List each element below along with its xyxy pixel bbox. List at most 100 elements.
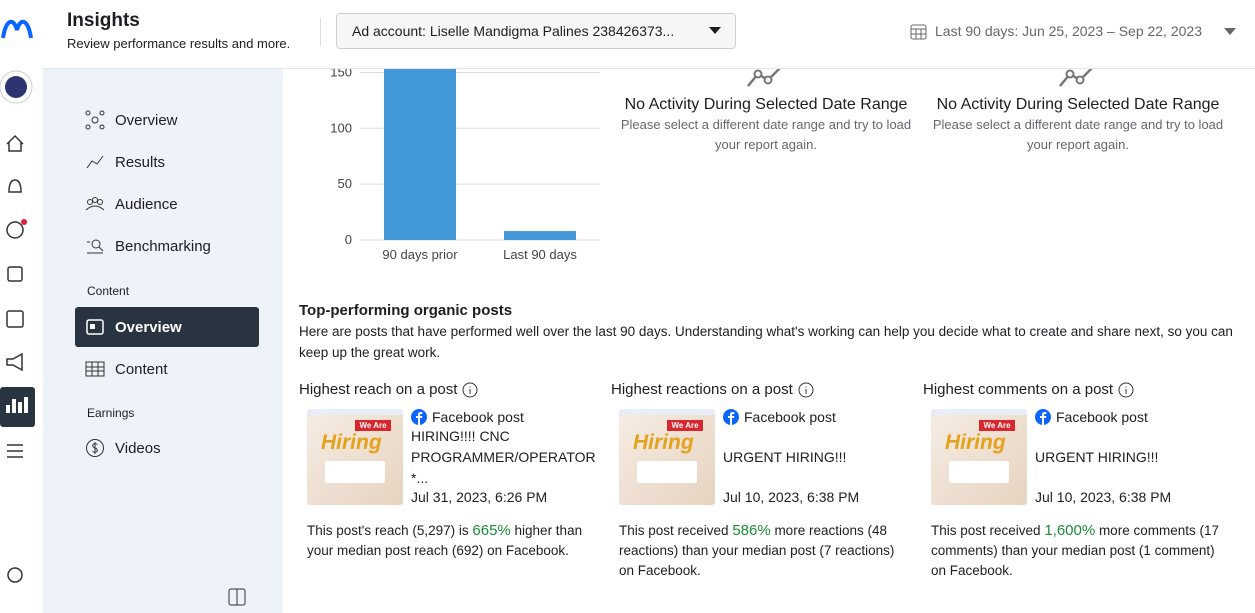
- post-type-label: Facebook post: [1056, 409, 1148, 425]
- date-range[interactable]: Last 90 days: Jun 25, 2023 – Sep 22, 202…: [935, 23, 1202, 39]
- no-activity-message: Please select a different date range and…: [932, 117, 1224, 152]
- thumb-bar: [931, 409, 1027, 415]
- post-thumbnail[interactable]: We Are Hiring: [931, 409, 1027, 505]
- nav-label: Overview: [115, 111, 178, 129]
- divider: [320, 18, 321, 46]
- nav-icon: [85, 110, 105, 130]
- page-subtitle: Review performance results and more.: [67, 36, 291, 51]
- y-tick-label: 50: [338, 176, 352, 191]
- summary-highlight: 665%: [472, 522, 511, 539]
- summary-highlight: 586%: [732, 522, 771, 539]
- summary-text: higher than your median post reach (692)…: [307, 523, 583, 558]
- summary-text: This post received: [931, 523, 1045, 538]
- card-heading-text: Highest comments on a post: [923, 381, 1114, 398]
- thumb-title: Hiring: [321, 431, 382, 454]
- bar: [384, 68, 456, 240]
- card-heading-text: Highest reactions on a post: [611, 381, 793, 398]
- post-type: Facebook post: [411, 409, 601, 425]
- nav-item[interactable]: Results: [75, 142, 259, 182]
- thumb-badge: We Are: [979, 420, 1015, 431]
- summary-text: This post received: [619, 523, 733, 538]
- nav-label: Overview: [115, 318, 182, 336]
- ad-account-label: Ad account: Liselle Mandigma Palines 238…: [352, 23, 675, 39]
- post-date: Jul 31, 2023, 6:26 PM: [411, 489, 548, 505]
- section-label: Content: [87, 284, 130, 298]
- thumb-title: Hiring: [945, 431, 1006, 454]
- nav-label: Results: [115, 153, 166, 171]
- thumb-box: [325, 461, 385, 483]
- info-icon[interactable]: [462, 382, 478, 398]
- nav-item[interactable]: Videos: [75, 428, 259, 468]
- avatar-fill: [5, 76, 27, 98]
- facebook-icon: [723, 409, 739, 425]
- sidebar: Overview Results Audience Benchmarking C…: [43, 68, 283, 613]
- info-icon[interactable]: [798, 382, 814, 398]
- nav-icon: [85, 197, 105, 211]
- section-label: Earnings: [87, 406, 135, 420]
- caret[interactable]: [1224, 28, 1236, 36]
- thumb-badge: We Are: [667, 420, 703, 431]
- nav-label: Content: [115, 360, 168, 378]
- post-text[interactable]: URGENT HIRING!!!: [723, 448, 847, 465]
- nav-item[interactable]: Content: [75, 349, 259, 389]
- page-title: Insights: [67, 10, 140, 31]
- caret: [709, 27, 721, 34]
- post-date: Jul 10, 2023, 6:38 PM: [723, 489, 860, 505]
- summary-text: more reactions (48 reactions) than your …: [619, 523, 895, 578]
- table-icon[interactable]: [6, 310, 24, 328]
- home-icon[interactable]: [6, 134, 24, 152]
- no-activity-heading: No Activity During Selected Date Range: [624, 96, 908, 113]
- thumb-title: Hiring: [633, 431, 694, 454]
- card-heading: Highest reach on a post: [299, 381, 599, 398]
- post-date: Jul 10, 2023, 6:38 PM: [1035, 489, 1172, 505]
- chat-icon[interactable]: [6, 221, 24, 239]
- post-card: Highest reach on a post We Are Hiring Faceb…: [299, 381, 599, 601]
- meta-logo[interactable]: [1, 19, 33, 39]
- no-activity-panel: No Activity During Selected Date Range P…: [616, 62, 916, 155]
- y-tick-label: 100: [330, 120, 352, 135]
- header: Insights Review performance results and …: [43, 0, 1255, 69]
- card-heading: Highest comments on a post: [923, 381, 1223, 398]
- post-card: Highest reactions on a post We Are Hiring F…: [611, 381, 911, 601]
- ad-account-dropdown[interactable]: Ad account: Liselle Mandigma Palines 238…: [336, 13, 736, 49]
- insights-icon: [6, 397, 28, 413]
- no-activity-panel: No Activity During Selected Date Range P…: [928, 62, 1228, 155]
- post-type-label: Facebook post: [744, 409, 836, 425]
- menu-icon[interactable]: [7, 444, 23, 458]
- pages-icon[interactable]: [7, 266, 23, 282]
- post-thumbnail[interactable]: We Are Hiring: [307, 409, 403, 505]
- post-thumbnail[interactable]: We Are Hiring: [619, 409, 715, 505]
- bell-icon[interactable]: [8, 179, 22, 193]
- post-type-label: Facebook post: [432, 409, 524, 425]
- post-text[interactable]: HIRING!!!! CNC PROGRAMMER/OPERATOR *...: [411, 427, 596, 486]
- nav-item[interactable]: Benchmarking: [75, 226, 259, 266]
- thumb-bar: [307, 409, 403, 415]
- thumb-box: [637, 461, 697, 483]
- nav-icon: [87, 239, 104, 254]
- y-tick-label: 0: [345, 232, 352, 247]
- post-text[interactable]: URGENT HIRING!!!: [1035, 448, 1159, 465]
- thumb-bar: [619, 409, 715, 415]
- nav-item[interactable]: Audience: [75, 184, 259, 224]
- empty-icon: [747, 65, 783, 87]
- calendar-icon[interactable]: [910, 23, 928, 41]
- insights-active[interactable]: [0, 387, 35, 427]
- post-summary: This post's reach (5,297) is 665% higher…: [307, 521, 599, 561]
- post-type: Facebook post: [723, 409, 913, 425]
- x-tick-label: Last 90 days: [503, 247, 577, 262]
- ads-icon[interactable]: [6, 352, 23, 372]
- settings-icon[interactable]: [7, 567, 23, 583]
- facebook-icon: [1035, 409, 1051, 425]
- no-activity-message: Please select a different date range and…: [620, 117, 912, 152]
- card-heading-text: Highest reach on a post: [299, 381, 458, 398]
- bars: [384, 68, 576, 240]
- nav-item[interactable]: Overview: [75, 100, 259, 140]
- collapse-icon[interactable]: [228, 588, 246, 606]
- post-info: Facebook post HIRING!!!! CNC PROGRAMMER/O…: [411, 409, 601, 505]
- nav-item-active[interactable]: Overview: [75, 307, 259, 347]
- info-icon[interactable]: [1118, 382, 1134, 398]
- icon-rail: [0, 0, 44, 613]
- facebook-icon: [411, 409, 427, 425]
- nav-icon: [86, 319, 104, 335]
